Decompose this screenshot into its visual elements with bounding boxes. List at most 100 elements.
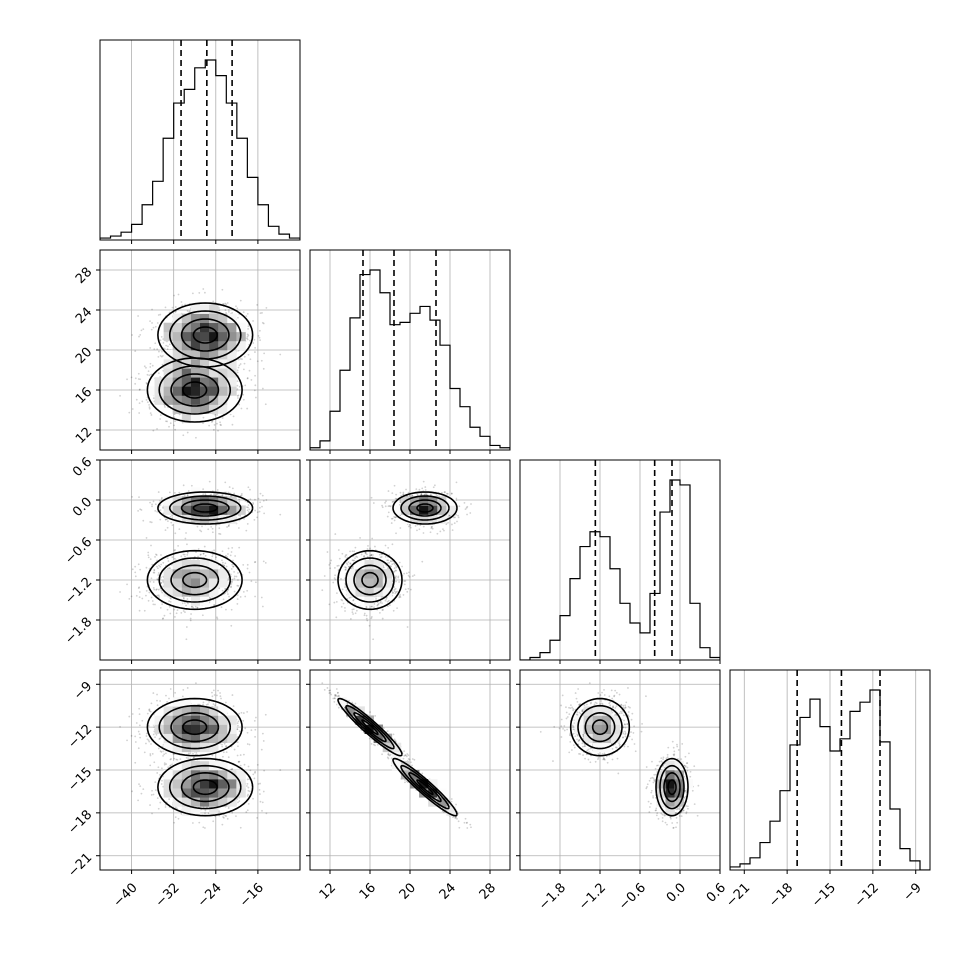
sample-point xyxy=(184,611,186,614)
density-cell xyxy=(209,386,219,396)
sample-point xyxy=(253,338,256,341)
sample-point xyxy=(228,595,230,598)
sample-point xyxy=(211,555,214,558)
sample-point xyxy=(153,568,156,571)
sample-point xyxy=(183,553,186,556)
density-contour xyxy=(170,564,220,596)
sample-point xyxy=(225,311,227,314)
sample-point xyxy=(368,624,371,627)
density-cell xyxy=(218,578,228,588)
sample-point xyxy=(385,596,388,599)
sample-point xyxy=(249,358,252,361)
sample-point xyxy=(153,348,156,351)
density-cell xyxy=(200,404,210,414)
density-cell xyxy=(209,368,219,378)
sample-point xyxy=(354,612,357,615)
sample-point xyxy=(408,494,411,497)
density-cell xyxy=(227,322,237,333)
sample-point xyxy=(395,575,397,578)
sample-point xyxy=(159,418,162,420)
sample-point xyxy=(416,494,419,497)
sample-point xyxy=(381,506,384,509)
sample-point xyxy=(386,515,389,518)
sample-point xyxy=(242,311,245,313)
density-cell xyxy=(218,377,228,387)
sample-point xyxy=(348,596,351,599)
sample-point xyxy=(138,388,141,391)
sample-point xyxy=(141,597,144,600)
sample-point xyxy=(184,303,187,306)
sample-point xyxy=(465,506,468,509)
density-cell xyxy=(227,340,237,351)
sample-point xyxy=(131,334,134,336)
sample-point xyxy=(211,421,213,423)
sample-point xyxy=(350,567,353,570)
density-cell xyxy=(163,368,174,378)
sample-point xyxy=(389,560,392,562)
sample-point xyxy=(202,552,205,555)
sample-point xyxy=(246,337,248,340)
sample-point xyxy=(404,588,407,591)
sample-point xyxy=(149,580,152,583)
sample-point xyxy=(154,509,157,512)
density-cell xyxy=(181,587,192,597)
sample-point xyxy=(354,546,357,549)
sample-point xyxy=(135,594,138,597)
sample-point xyxy=(263,512,266,515)
sample-point xyxy=(387,511,390,514)
sample-point xyxy=(131,568,134,571)
density-cell xyxy=(190,350,201,360)
sample-point xyxy=(228,569,231,572)
sample-point xyxy=(407,525,410,528)
sample-point xyxy=(148,407,151,410)
density-contour xyxy=(158,365,232,415)
sample-point xyxy=(254,346,257,349)
sample-point xyxy=(239,514,242,517)
sample-point xyxy=(395,591,397,594)
sample-point xyxy=(213,604,216,606)
density-cell xyxy=(181,404,192,414)
sample-point xyxy=(171,514,173,517)
sample-point xyxy=(409,526,412,529)
sample-point xyxy=(279,353,282,356)
sample-point xyxy=(249,488,251,491)
sample-point xyxy=(394,587,397,590)
sample-point xyxy=(392,592,394,594)
sample-point xyxy=(352,565,354,568)
sample-point xyxy=(174,492,176,494)
density-cell xyxy=(200,560,210,570)
sample-point xyxy=(393,588,396,591)
sample-point xyxy=(402,493,405,496)
sample-point xyxy=(139,333,142,336)
density-cell xyxy=(181,386,192,396)
sample-point xyxy=(395,566,398,569)
density-cell xyxy=(200,496,210,506)
sample-point xyxy=(119,591,121,593)
sample-point xyxy=(439,530,442,533)
sample-point xyxy=(218,587,221,590)
sample-point xyxy=(246,506,248,509)
sample-point xyxy=(191,605,193,608)
sample-point xyxy=(380,556,383,558)
sample-point xyxy=(262,322,265,325)
sample-point xyxy=(237,394,240,397)
density-cell xyxy=(172,569,183,579)
sample-point xyxy=(198,292,201,294)
sample-point xyxy=(168,605,171,608)
sample-point xyxy=(220,606,223,609)
sample-point xyxy=(398,581,400,583)
sample-point xyxy=(344,606,346,609)
sample-point xyxy=(158,350,160,353)
sample-point xyxy=(150,521,153,524)
sample-point xyxy=(236,598,239,601)
sample-point xyxy=(171,556,174,559)
sample-point xyxy=(173,416,176,419)
sample-point xyxy=(166,520,169,523)
sample-point xyxy=(246,589,249,592)
sample-point xyxy=(164,406,166,408)
sample-point xyxy=(246,567,249,570)
density-cell xyxy=(172,578,183,588)
density-cell xyxy=(209,331,219,342)
sample-point xyxy=(352,613,354,615)
sample-point xyxy=(131,408,134,410)
